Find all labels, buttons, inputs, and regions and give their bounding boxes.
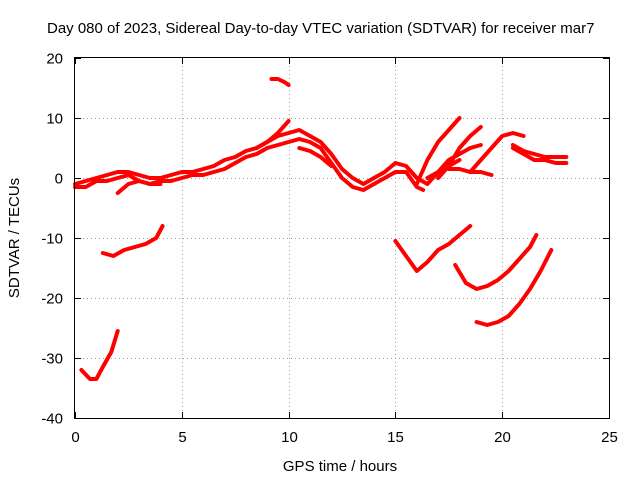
y-tick-label: -30: [41, 351, 63, 368]
series-line-arc-minus24: [474, 248, 554, 327]
series-line-arc-early-dip: [115, 179, 163, 195]
y-tick-label: -10: [41, 231, 63, 248]
series-line-arc-20-23-lower: [510, 146, 569, 165]
y-tick-label: -40: [41, 411, 63, 428]
series-line-arc-minus12: [100, 224, 165, 258]
series-line-arc-minus10-right: [393, 224, 473, 273]
series-line-arc-main-low: [73, 137, 426, 192]
x-tick-label: 20: [494, 429, 511, 446]
chart-title: Day 080 of 2023, Sidereal Day-to-day VTE…: [47, 20, 594, 37]
series-layer: [73, 77, 569, 381]
series-line-arc-20-23-upper: [510, 143, 569, 159]
y-axis-label: SDTVAR / TECUs: [6, 178, 23, 298]
x-tick-label: 10: [281, 429, 298, 446]
series-line-arc-18-20: [468, 131, 526, 174]
x-tick-label: 5: [178, 429, 186, 446]
x-tick-label: 15: [387, 429, 404, 446]
series-line-arc-minus18: [453, 233, 539, 291]
y-tick-label: 0: [55, 171, 63, 188]
x-tick-label: 25: [601, 429, 618, 446]
series-line-arc-9-10: [254, 119, 291, 150]
y-tick-label: -20: [41, 291, 63, 308]
series-line-arc-17-19: [436, 125, 483, 180]
series-line-arc-main-high: [73, 128, 483, 186]
series-line-arc-spike: [269, 77, 291, 87]
tick-layer: 0 5 10 15 20 25 -40 -30 -20 -10 0 10 20: [41, 51, 618, 447]
series-line-arc-16-18: [414, 116, 462, 186]
series-line-arc-11-12: [297, 146, 334, 168]
series-line-arc-minus32: [79, 329, 120, 381]
y-tick-label: 10: [46, 111, 63, 128]
y-tick-label: 20: [46, 51, 63, 68]
x-tick-label: 0: [71, 429, 79, 446]
plot-area-border: [74, 57, 610, 419]
x-axis-label: GPS time / hours: [283, 458, 397, 475]
